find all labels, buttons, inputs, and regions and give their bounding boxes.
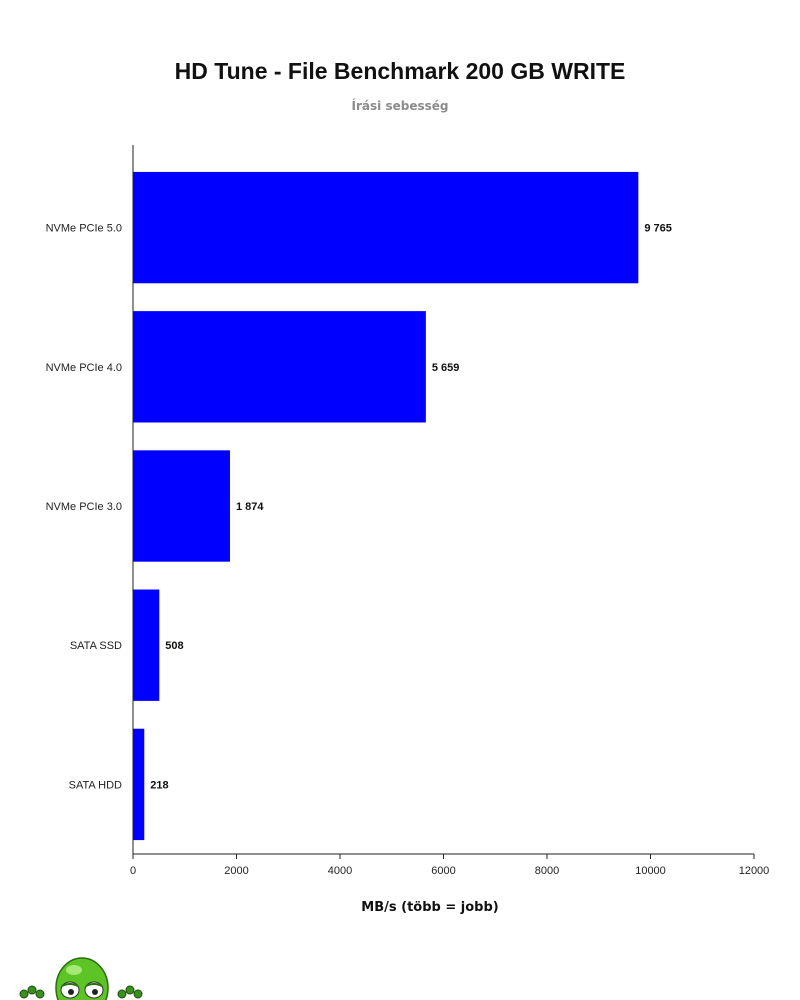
bar-nvme-pcie-4-0 [133,311,426,423]
x-tick-label: 0 [130,865,136,877]
bar-nvme-pcie-3-0 [133,450,230,562]
x-axis-label: MB/s (több = jobb) [361,900,499,915]
x-tick-label: 8000 [535,865,559,877]
mascot-logo [19,957,143,1000]
data-label: 508 [165,640,183,652]
bar-sata-ssd [133,589,160,701]
bars-layer [133,171,639,841]
chart-title: HD Tune - File Benchmark 200 GB WRITE [174,58,626,84]
x-tick-label: 12000 [739,865,770,877]
category-label: SATA HDD [69,779,122,791]
x-tick-label: 10000 [635,865,666,877]
x-tick-label: 4000 [328,865,352,877]
data-label: 5 659 [432,362,460,374]
bar-sata-hdd [133,728,145,841]
category-label: NVMe PCIe 3.0 [46,501,122,513]
axes-layer [132,145,755,859]
bar-nvme-pcie-5-0 [133,171,639,284]
category-label: SATA SSD [70,640,122,652]
chart-subtitle: Írási sebesség [351,99,449,113]
category-label: NVMe PCIe 4.0 [46,362,122,374]
category-label: NVMe PCIe 5.0 [46,223,122,235]
data-label: 1 874 [236,501,264,513]
data-label: 218 [150,779,168,791]
x-tick-label: 2000 [224,865,248,877]
data-label: 9 765 [644,223,672,235]
labels-layer: NVMe PCIe 5.0 9 765 NVMe PCIe 4.0 5 659 NVMe… [46,223,770,877]
x-tick-label: 6000 [431,865,455,877]
